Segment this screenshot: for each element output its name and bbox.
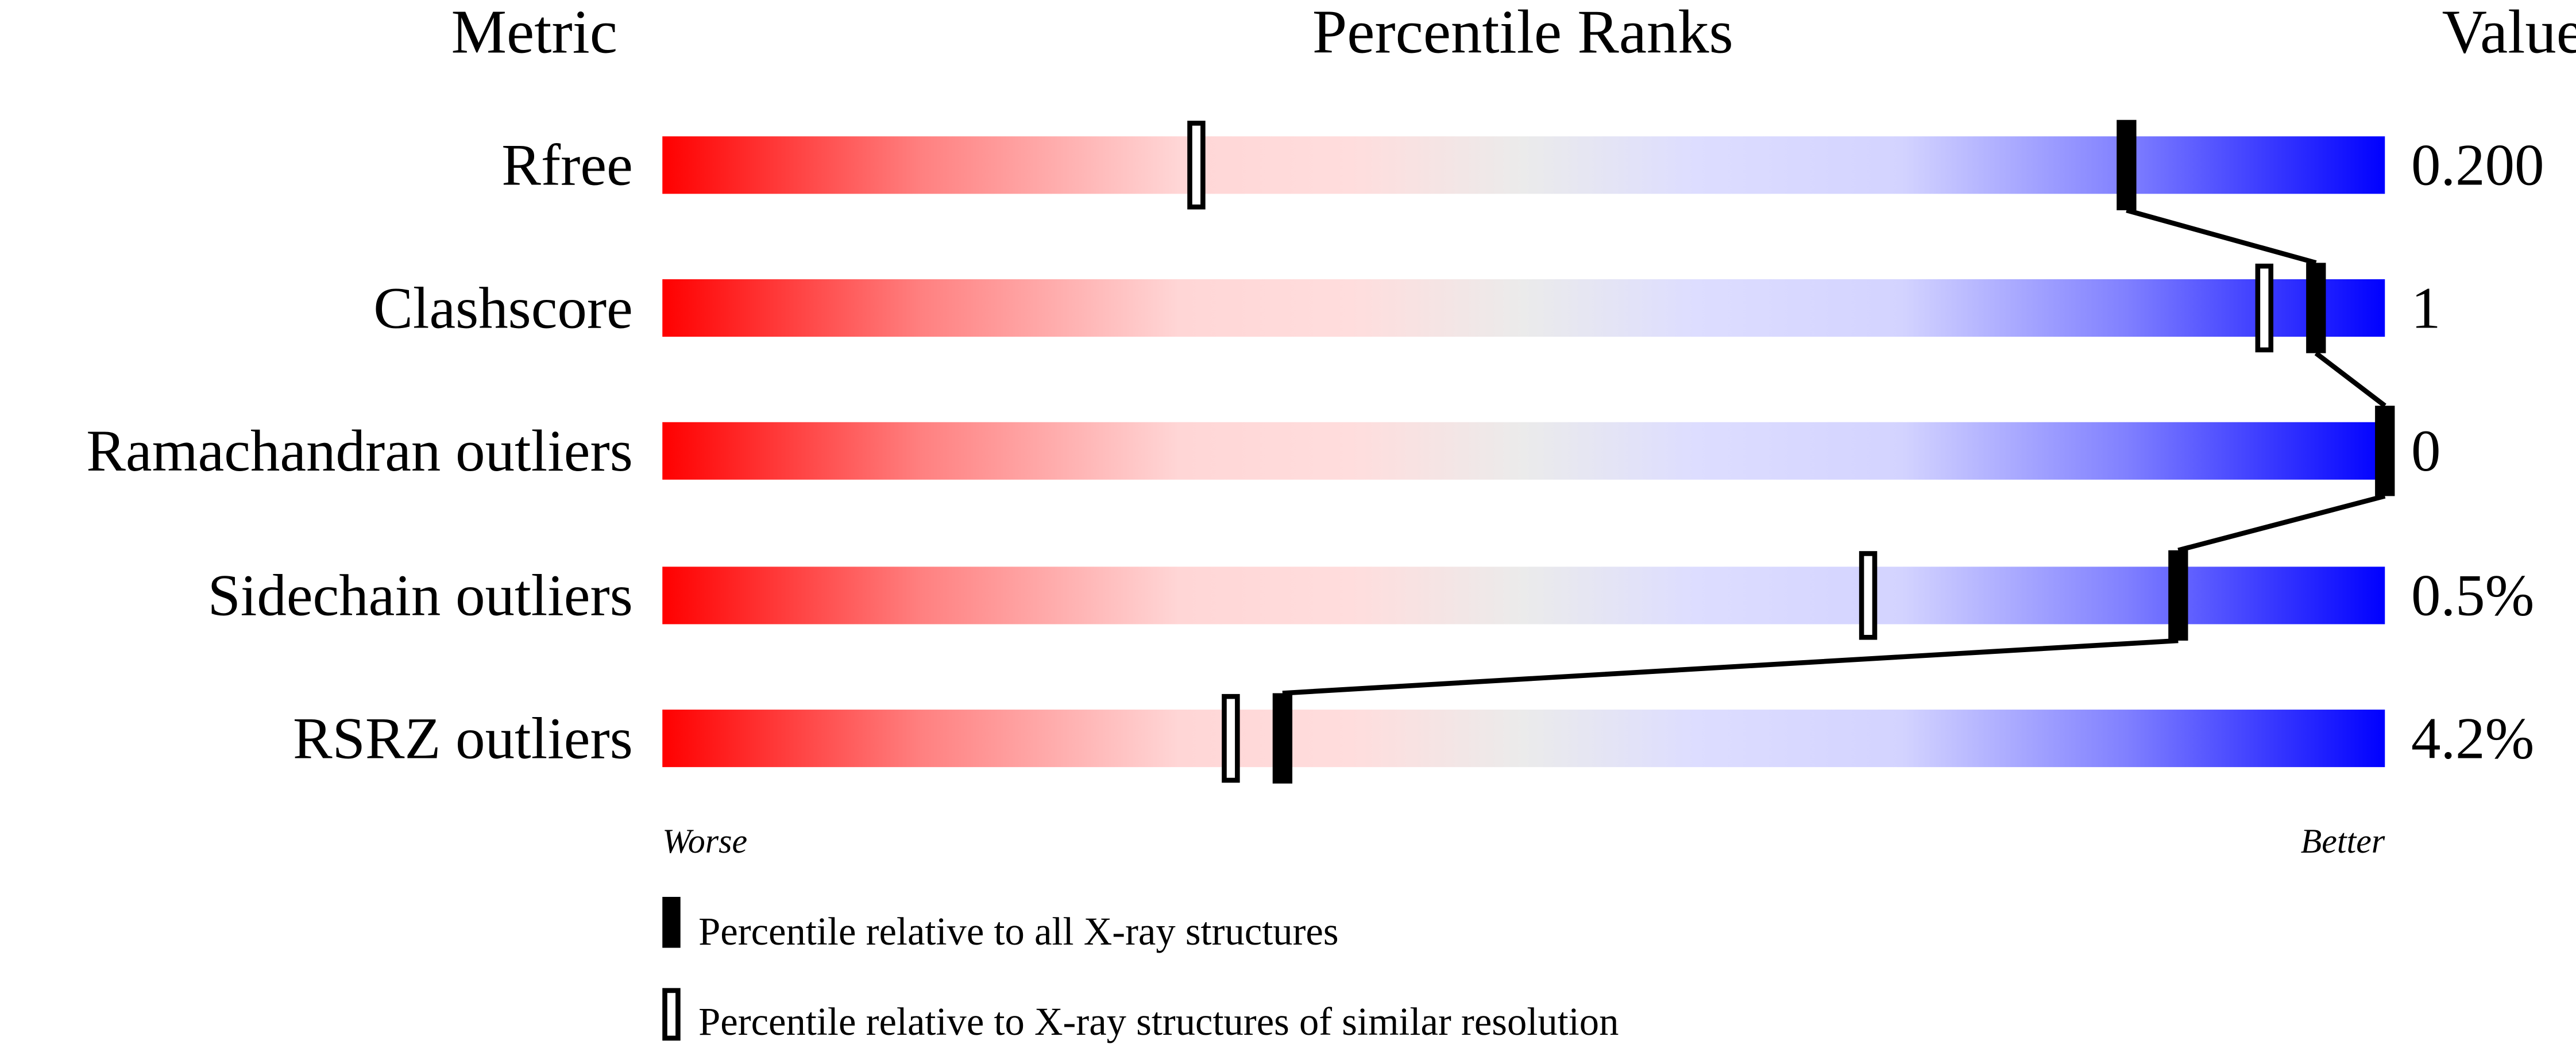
- header-percentile-ranks: Percentile Ranks: [1312, 0, 1733, 66]
- legend-filled-label: Percentile relative to all X-ray structu…: [698, 910, 1338, 953]
- percentile-bar: [662, 422, 2385, 480]
- metric-label: Ramachandran outliers: [86, 418, 633, 484]
- percentile-bar: [662, 567, 2385, 625]
- percentile-connector-line: [1282, 207, 2386, 696]
- axis-label-worse: Worse: [662, 822, 747, 860]
- metric-value: 0.5%: [2411, 563, 2534, 629]
- metric-value: 0: [2411, 418, 2440, 484]
- metric-label: Sidechain outliers: [208, 563, 633, 629]
- header-metric: Metric: [451, 0, 617, 66]
- marker-similar-resolution: [1222, 693, 1240, 783]
- header-value: Value: [2442, 0, 2576, 66]
- metric-label: Clashscore: [373, 275, 633, 341]
- metric-value: 4.2%: [2411, 706, 2534, 771]
- metric-label: Rfree: [501, 133, 633, 198]
- percentile-bar: [662, 710, 2385, 768]
- marker-all-structures: [2168, 550, 2188, 641]
- marker-all-structures: [2117, 120, 2137, 210]
- marker-similar-resolution: [1187, 121, 1206, 210]
- axis-label-better: Better: [2301, 822, 2385, 860]
- marker-similar-resolution: [1859, 551, 1878, 640]
- legend-open-label: Percentile relative to X-ray structures …: [698, 1000, 1619, 1043]
- metric-value: 1: [2411, 275, 2440, 341]
- marker-similar-resolution: [2255, 263, 2274, 353]
- percentile-bar: [662, 136, 2385, 194]
- marker-all-structures: [2306, 263, 2326, 353]
- legend-open-marker: [662, 988, 681, 1041]
- marker-all-structures: [1272, 693, 1293, 784]
- legend-filled-marker: [662, 896, 681, 948]
- percentile-bar: [662, 279, 2385, 337]
- metric-value: 0.200: [2411, 133, 2544, 198]
- marker-all-structures: [2375, 406, 2395, 496]
- metric-label: RSRZ outliers: [293, 706, 633, 771]
